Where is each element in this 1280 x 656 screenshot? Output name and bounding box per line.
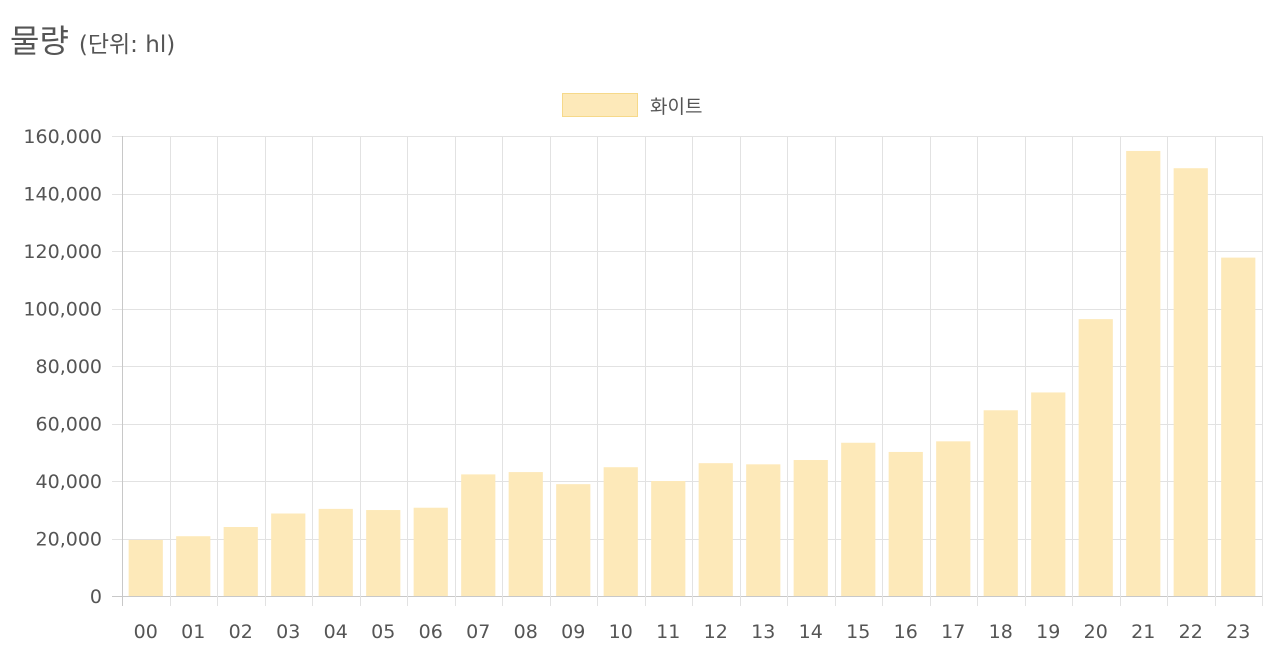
bar: [888, 451, 923, 596]
x-tick-label: 09: [561, 621, 585, 643]
x-tick-label: 14: [799, 621, 823, 643]
bar: [1031, 392, 1066, 596]
bar: [461, 474, 496, 596]
x-tick-label: 21: [1131, 621, 1155, 643]
x-tick-label: 03: [276, 621, 300, 643]
x-tick-label: 17: [941, 621, 965, 643]
bar: [271, 513, 306, 596]
y-tick-label: 140,000: [23, 184, 102, 206]
x-tick-label: 13: [751, 621, 775, 643]
x-tick-label: 20: [1084, 621, 1108, 643]
bar: [223, 527, 258, 596]
x-tick-label: 19: [1036, 621, 1060, 643]
bar: [936, 441, 971, 596]
bar: [746, 464, 781, 596]
bar: [793, 460, 828, 596]
x-tick-label: 11: [656, 621, 680, 643]
legend-swatch: [562, 93, 638, 117]
bar: [1126, 150, 1161, 596]
y-tick-label: 60,000: [36, 414, 102, 436]
bar: [318, 508, 353, 596]
y-tick-label: 0: [90, 586, 102, 608]
y-tick-label: 100,000: [23, 299, 102, 321]
legend-item-white[interactable]: 화이트: [562, 92, 702, 118]
y-tick-label: 120,000: [23, 241, 102, 263]
y-tick-label: 160,000: [23, 126, 102, 148]
axes: 0 20,000 40,000 60,000 80,000 100,000 120,000 1…: [23, 126, 1250, 643]
x-tick-label: 12: [704, 621, 728, 643]
y-tick-label: 80,000: [36, 356, 102, 378]
x-tick-label: 10: [609, 621, 633, 643]
x-tick-label: 18: [989, 621, 1013, 643]
x-tick-label: 05: [371, 621, 395, 643]
bars: [128, 150, 1256, 596]
bar: [413, 507, 448, 596]
bar: [1173, 168, 1208, 596]
x-tick-label: 01: [181, 621, 205, 643]
x-tick-label: 06: [419, 621, 443, 643]
y-tick-label: 20,000: [36, 529, 102, 551]
bar: [841, 442, 876, 596]
y-tick-label: 40,000: [36, 471, 102, 493]
x-tick-label: 04: [324, 621, 348, 643]
x-tick-label: 00: [134, 621, 158, 643]
bar: [556, 484, 591, 596]
chart-unit: (단위: hl): [78, 32, 176, 58]
bar: [508, 472, 543, 596]
bar: [1078, 319, 1113, 596]
x-tick-label: 08: [514, 621, 538, 643]
legend-label: 화이트: [650, 95, 703, 118]
x-tick-label: 02: [229, 621, 253, 643]
x-tick-label: 23: [1226, 621, 1250, 643]
x-tick-label: 22: [1179, 621, 1203, 643]
bar: [128, 539, 163, 596]
bar: [698, 463, 733, 596]
bar: [651, 481, 686, 596]
x-tick-label: 07: [466, 621, 490, 643]
bar: [176, 536, 211, 596]
x-tick-label: 15: [846, 621, 870, 643]
bar: [603, 467, 638, 596]
grid-lines: [112, 136, 1263, 606]
x-tick-label: 16: [894, 621, 918, 643]
chart-heading: 물량 (단위: hl): [10, 16, 175, 60]
bar: [983, 410, 1018, 596]
bar: [366, 510, 401, 596]
chart-title: 물량: [10, 22, 69, 60]
bar: [1221, 257, 1256, 596]
